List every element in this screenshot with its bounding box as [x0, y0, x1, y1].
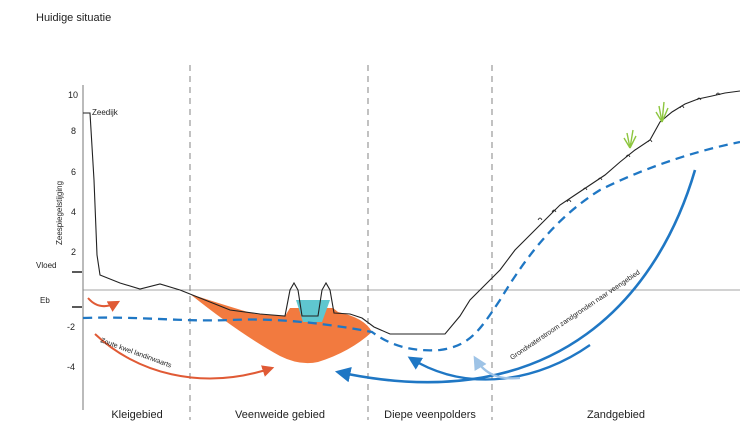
- y-tick-minus-2: -2: [67, 322, 75, 332]
- water-table-line: [82, 140, 740, 352]
- y-axis-label: Zeespiegelstijging: [55, 181, 64, 245]
- region-diepe-veenpolders: Diepe veenpolders: [384, 409, 476, 421]
- y-tick-4: 4: [71, 207, 76, 217]
- y-tick-2: 2: [71, 247, 76, 257]
- y-tick-8: 8: [71, 126, 76, 136]
- saltwater-arrow-small: [87, 297, 121, 312]
- y-tick-10: 10: [68, 90, 78, 100]
- ground-surface: [83, 90, 740, 335]
- region-kleigebied: Kleigebied: [111, 409, 162, 421]
- vloed-label: Vloed: [36, 261, 56, 270]
- region-veenweide: Veenweide gebied: [235, 409, 325, 421]
- y-tick-minus-4: -4: [67, 362, 75, 372]
- zoute-kwel-label: Zoute kwel landinwaarts: [99, 337, 172, 369]
- diagram-title: Huidige situatie: [36, 12, 111, 24]
- vegetation-ticks: [537, 92, 721, 221]
- eb-label: Eb: [40, 296, 50, 305]
- grass-icon: [623, 101, 669, 149]
- y-tick-6: 6: [71, 167, 76, 177]
- groundwater-arrow-long: [334, 169, 697, 384]
- region-zandgebied: Zandgebied: [587, 409, 645, 421]
- saltwater-arrow-large: [94, 333, 275, 380]
- groundwater-arrow-light: [473, 355, 521, 380]
- zeedijk-label: Zeedijk: [92, 108, 119, 117]
- grondwater-label: Grondwaterstroom zandgronden naar veenge…: [509, 269, 641, 361]
